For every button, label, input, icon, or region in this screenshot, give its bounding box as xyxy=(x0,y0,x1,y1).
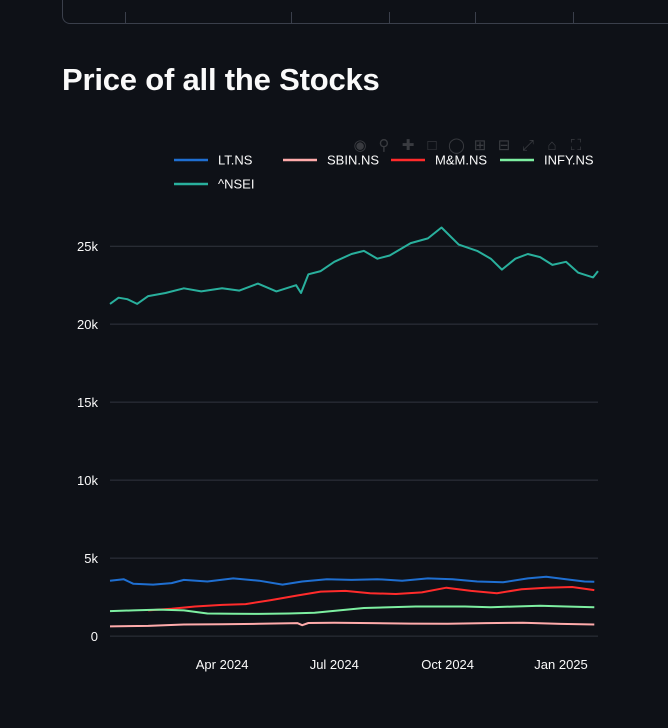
legend-label: M&M.NS xyxy=(435,153,487,168)
lasso-icon[interactable]: ◯ xyxy=(448,137,465,154)
y-tick-label: 5k xyxy=(84,551,98,566)
reset-axes-icon[interactable]: ⌂ xyxy=(547,137,557,154)
border-tick xyxy=(125,12,126,23)
border-tick xyxy=(389,12,390,23)
box-select-icon[interactable]: □ xyxy=(427,137,437,154)
grid-layer xyxy=(110,245,598,637)
legend-item[interactable]: M&M.NS xyxy=(391,153,487,168)
series-line-ltns[interactable] xyxy=(109,575,595,586)
y-tick-label: 20k xyxy=(77,317,98,332)
x-tick-label: Jul 2024 xyxy=(310,657,359,672)
border-tick xyxy=(475,12,476,23)
border-tick xyxy=(291,12,292,23)
legend-label: INFY.NS xyxy=(544,153,594,168)
border-tick xyxy=(573,12,574,23)
pan-icon[interactable]: ✚ xyxy=(401,137,415,154)
legend-item[interactable]: LT.NS xyxy=(174,153,253,168)
autoscale-icon[interactable]: ⤢ xyxy=(521,137,534,154)
camera-icon[interactable]: ◉ xyxy=(353,137,367,154)
series-line-nsei[interactable] xyxy=(109,226,599,305)
series-line-mmns[interactable] xyxy=(148,586,595,612)
legend[interactable]: LT.NS SBIN.NS M&M.NS INFY.NS ^NSEI xyxy=(174,153,594,192)
page-title: Price of all the Stocks xyxy=(62,62,380,97)
zoom-out-icon[interactable]: ⊟ xyxy=(497,137,511,154)
legend-item[interactable]: SBIN.NS xyxy=(283,153,379,168)
legend-label: ^NSEI xyxy=(218,177,254,192)
legend-label: SBIN.NS xyxy=(327,153,379,168)
fullscreen-icon[interactable]: ⛶ xyxy=(570,137,582,154)
y-tick-label: 0 xyxy=(91,629,98,644)
x-tick-label: Oct 2024 xyxy=(421,657,474,672)
y-tick-label: 10k xyxy=(77,473,98,488)
legend-label: LT.NS xyxy=(218,153,253,168)
zoom-icon[interactable]: ⚲ xyxy=(378,137,390,154)
axis-layer: 0 5k 10k 15k 20k 25k Apr 2024 Jul 2024 Oct 2024 J… xyxy=(77,239,588,672)
y-tick-label: 15k xyxy=(77,395,98,410)
chart-modebar[interactable]: ◉ ⚲ ✚ □ ◯ ⊞ ⊟ ⤢ ⌂ ⛶ xyxy=(352,138,584,160)
series-line-infyns[interactable] xyxy=(109,604,595,615)
y-tick-label: 25k xyxy=(77,239,98,254)
previous-widget-border xyxy=(62,0,668,24)
series-line-sbinns[interactable] xyxy=(109,621,595,628)
x-tick-label: Apr 2024 xyxy=(196,657,249,672)
legend-item[interactable]: ^NSEI xyxy=(174,177,254,192)
zoom-in-icon[interactable]: ⊞ xyxy=(473,137,487,154)
legend-item[interactable]: INFY.NS xyxy=(500,153,594,168)
series-layer xyxy=(109,226,599,628)
x-tick-label: Jan 2025 xyxy=(534,657,588,672)
